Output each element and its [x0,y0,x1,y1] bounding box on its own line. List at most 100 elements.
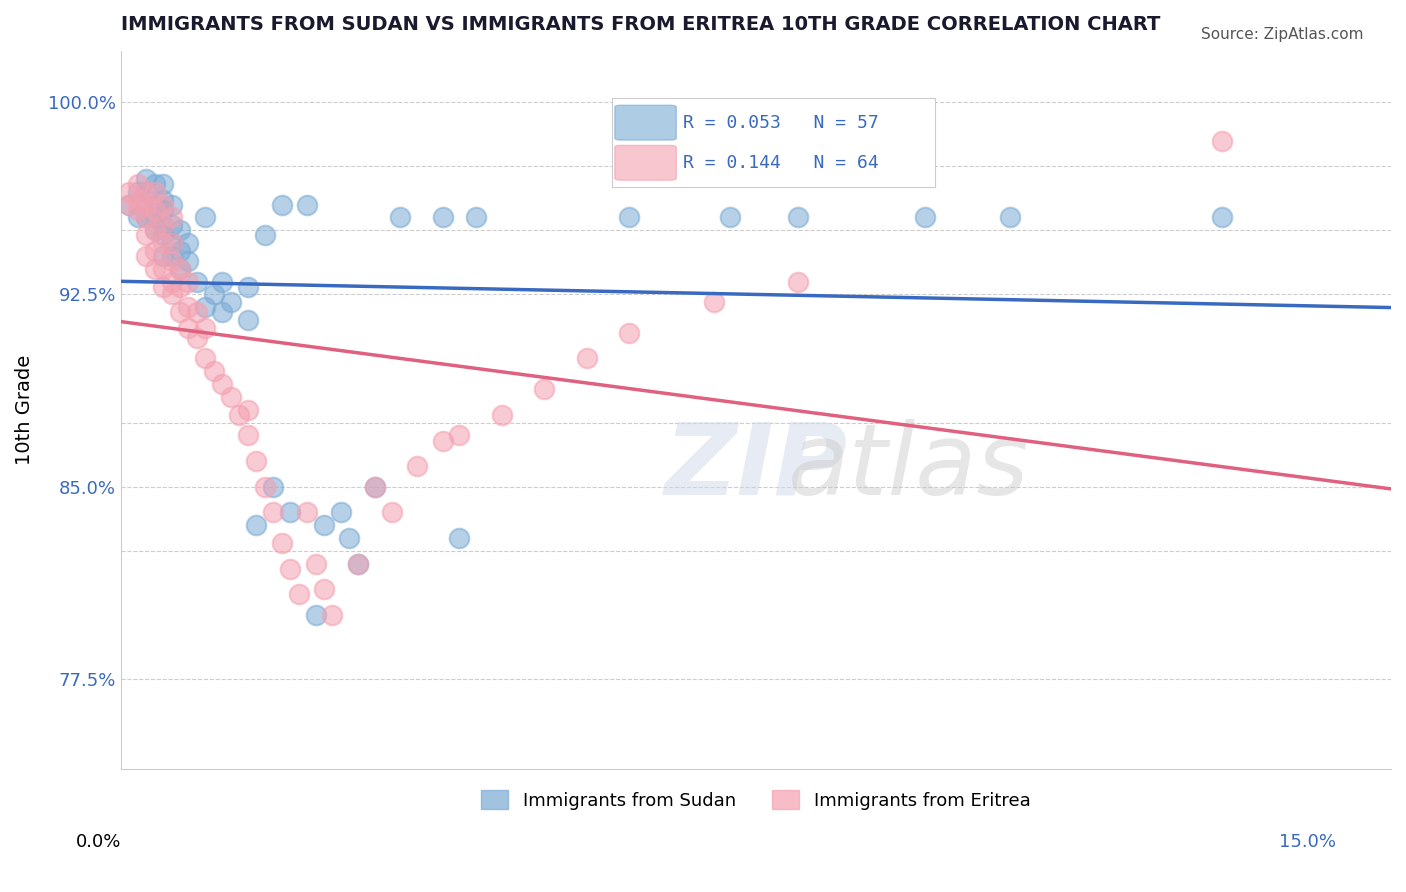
Point [135,185,157,199]
Point [143,177,166,191]
Point [406,459,429,474]
Point [194,320,217,334]
Point [169,261,191,276]
Point [177,275,200,289]
Point [160,254,183,268]
Point [364,480,387,494]
Point [914,211,936,225]
Point [152,193,174,207]
Point [160,287,183,301]
Point [152,202,174,217]
Point [617,211,640,225]
Point [143,223,166,237]
Point [245,454,267,468]
Point [152,197,174,211]
Point [449,531,471,545]
Point [253,228,276,243]
Point [127,177,149,191]
Point [329,505,352,519]
Point [347,557,370,571]
Point [127,185,149,199]
Point [186,331,208,345]
Point [143,244,166,258]
Point [236,279,259,293]
Point [177,236,200,251]
Point [211,377,233,392]
Point [278,505,301,519]
Point [169,223,191,237]
Point [127,211,149,225]
Point [1211,211,1233,225]
Point [364,480,387,494]
Point [432,211,454,225]
Point [160,218,183,232]
Point [169,305,191,319]
Point [118,197,141,211]
Point [617,326,640,340]
Point [152,279,174,293]
Point [321,607,343,622]
Point [143,197,166,211]
Point [177,300,200,314]
Point [236,428,259,442]
Point [135,249,157,263]
Point [160,197,183,211]
Point [177,320,200,334]
Point [135,197,157,211]
Point [219,295,242,310]
Text: Source: ZipAtlas.com: Source: ZipAtlas.com [1201,27,1364,42]
Point [135,172,157,186]
Point [194,351,217,366]
Point [160,275,183,289]
Point [304,557,326,571]
Point [270,536,292,550]
Point [253,480,276,494]
Point [228,408,250,422]
Point [127,193,149,207]
Point [118,185,141,199]
Point [312,582,335,597]
Point [177,254,200,268]
Point [465,211,488,225]
Point [533,382,555,396]
Point [720,211,742,225]
Point [152,236,174,251]
Point [575,351,598,366]
Point [262,480,284,494]
Point [194,211,217,225]
Point [186,305,208,319]
Point [143,211,166,225]
Point [152,218,174,232]
Point [347,557,370,571]
Point [219,390,242,404]
Point [160,236,183,251]
Point [211,275,233,289]
Point [491,408,513,422]
Point [152,228,174,243]
Point [236,402,259,417]
Y-axis label: 10th Grade: 10th Grade [15,355,34,465]
Text: IMMIGRANTS FROM SUDAN VS IMMIGRANTS FROM ERITREA 10TH GRADE CORRELATION CHART: IMMIGRANTS FROM SUDAN VS IMMIGRANTS FROM… [121,15,1160,34]
Point [295,505,318,519]
Point [135,211,157,225]
Point [135,185,157,199]
Text: R = 0.053   N = 57: R = 0.053 N = 57 [683,114,879,132]
Text: 0.0%: 0.0% [76,833,121,851]
FancyBboxPatch shape [614,105,676,140]
Point [118,197,141,211]
Point [1211,134,1233,148]
FancyBboxPatch shape [614,145,676,180]
Point [169,244,191,258]
Legend: Immigrants from Sudan, Immigrants from Eritrea: Immigrants from Sudan, Immigrants from E… [474,783,1038,817]
Point [287,587,309,601]
Point [202,364,225,378]
Point [312,518,335,533]
Point [278,562,301,576]
Point [389,211,412,225]
Text: R = 0.144   N = 64: R = 0.144 N = 64 [683,154,879,172]
Point [135,197,157,211]
Point [169,279,191,293]
Point [127,202,149,217]
Point [135,211,157,225]
Point [270,197,292,211]
